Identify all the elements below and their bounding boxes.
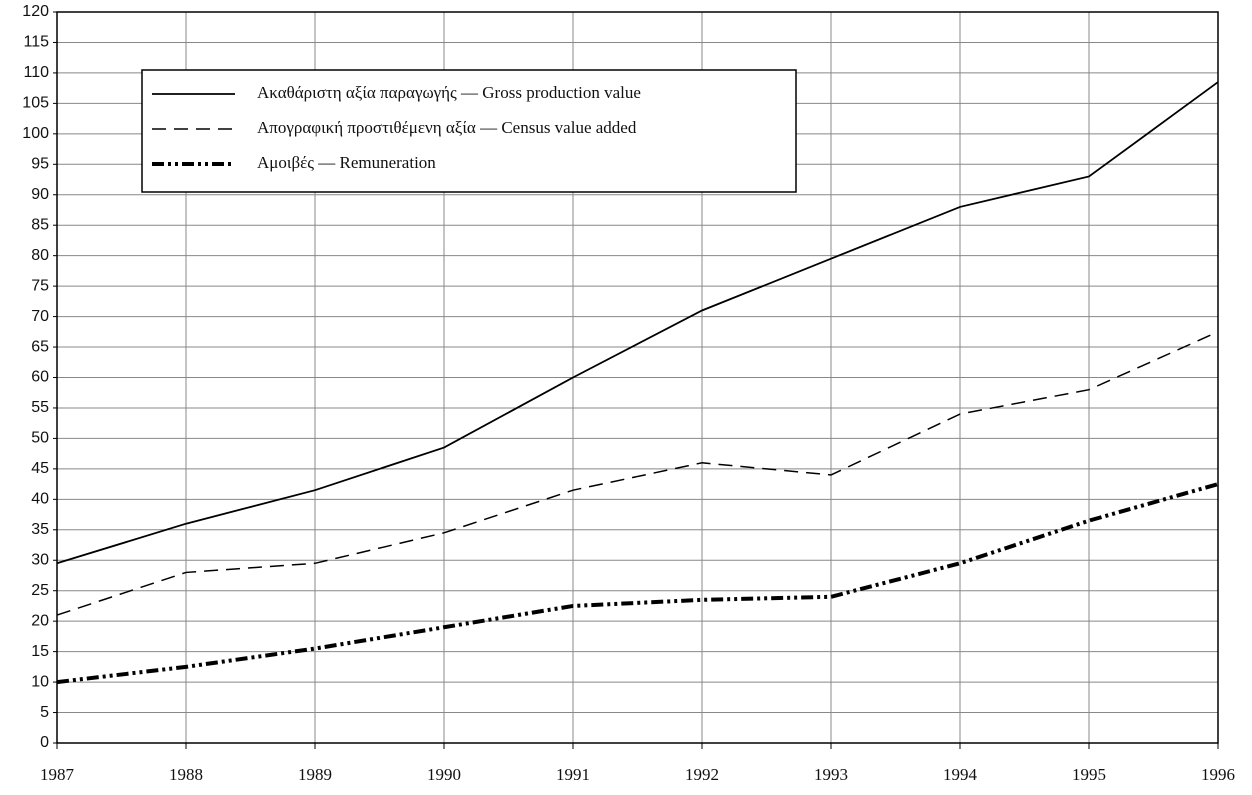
y-tick-label: 0 <box>40 734 49 751</box>
x-tick-label: 1994 <box>943 765 978 784</box>
y-tick-label: 55 <box>31 399 49 416</box>
series-line <box>56 331 1219 616</box>
plot-frame <box>56 11 1219 744</box>
x-tick-label: 1988 <box>169 765 203 784</box>
y-tick-label: 35 <box>31 521 49 538</box>
legend-label: Αμοιβές — Remuneration <box>257 153 436 172</box>
y-tick-label: 120 <box>22 3 49 20</box>
y-tick-label: 70 <box>31 308 49 325</box>
x-tick-label: 1989 <box>298 765 332 784</box>
x-tick-label: 1995 <box>1072 765 1106 784</box>
y-tick-label: 95 <box>31 156 49 173</box>
x-tick-label: 1987 <box>40 765 75 784</box>
y-tick-label: 25 <box>31 582 49 599</box>
y-tick-label: 60 <box>31 369 49 386</box>
y-tick-label: 30 <box>31 551 49 568</box>
y-tick-label: 20 <box>31 612 49 629</box>
y-tick-label: 75 <box>31 277 49 294</box>
y-tick-label: 85 <box>31 216 49 233</box>
legend-label: Απογραφική προστιθέμενη αξία — Census va… <box>257 118 637 137</box>
y-tick-label: 50 <box>31 430 49 447</box>
y-tick-label: 80 <box>31 247 49 264</box>
series-line <box>56 81 1219 565</box>
y-tick-label: 45 <box>31 460 49 477</box>
x-tick-label: 1992 <box>685 765 719 784</box>
y-tick-label: 40 <box>31 491 49 508</box>
y-tick-label: 10 <box>31 673 49 690</box>
x-tick-label: 1993 <box>814 765 848 784</box>
legend-box <box>141 69 797 193</box>
legend-label: Ακαθάριστη αξία παραγωγής — Gross produc… <box>257 83 641 102</box>
x-tick-label: 1990 <box>427 765 461 784</box>
series-line <box>56 482 1219 685</box>
y-tick-label: 105 <box>22 95 49 112</box>
y-tick-label: 15 <box>31 643 49 660</box>
y-tick-label: 115 <box>23 34 49 51</box>
y-tick-label: 90 <box>31 186 49 203</box>
y-tick-label: 65 <box>31 338 49 355</box>
x-tick-label: 1996 <box>1201 765 1235 784</box>
y-tick-label: 100 <box>22 125 49 142</box>
y-tick-label: 110 <box>23 64 49 81</box>
x-tick-label: 1991 <box>556 765 590 784</box>
y-tick-label: 5 <box>40 704 49 721</box>
